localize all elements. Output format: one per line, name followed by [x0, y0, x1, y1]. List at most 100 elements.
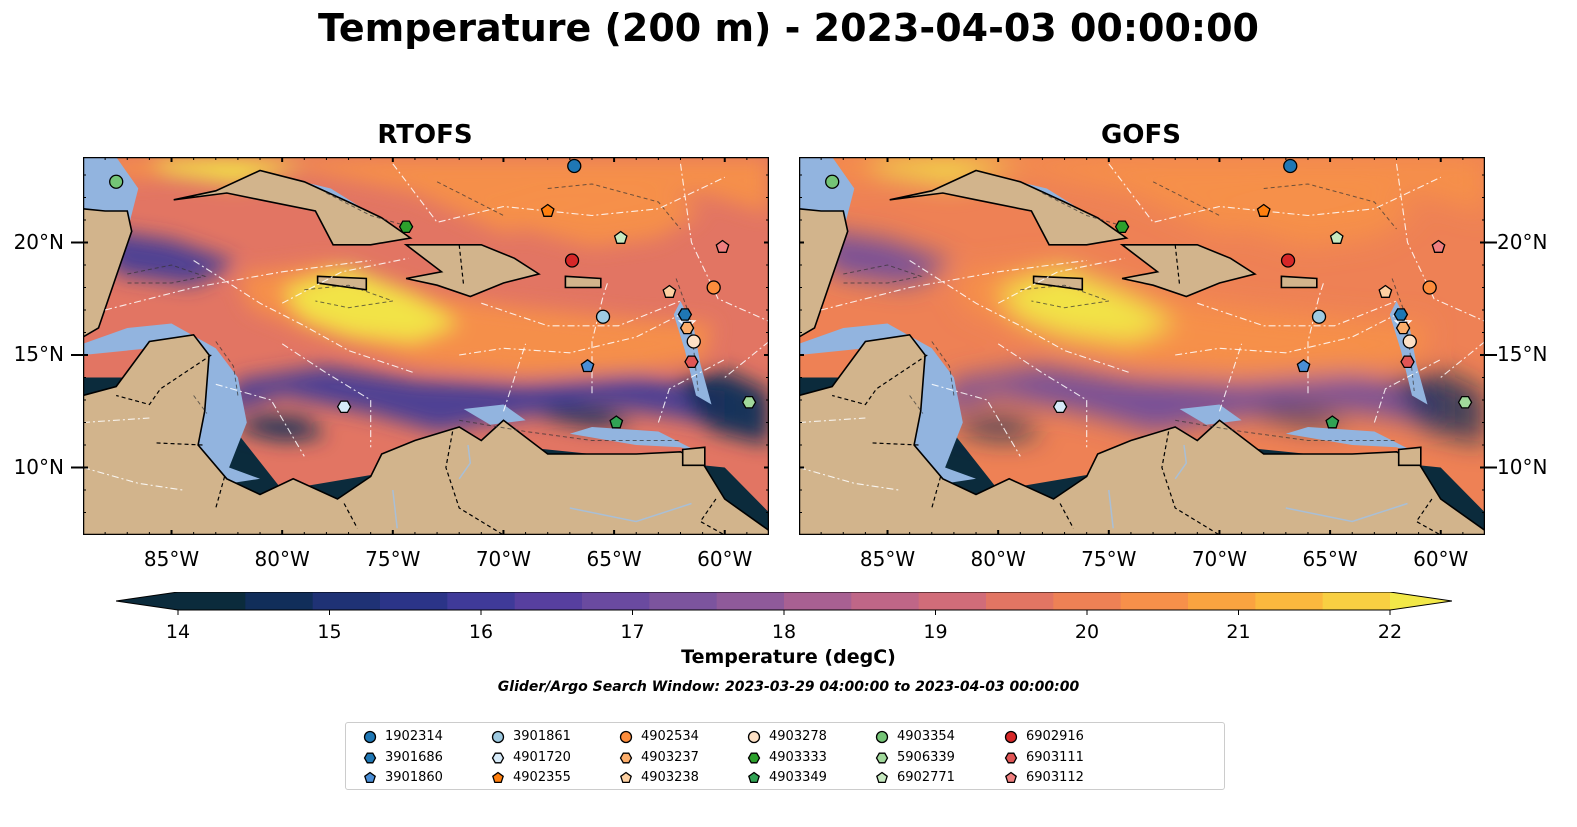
x-tick-label: 60°W	[1413, 547, 1469, 571]
legend-entry: 4903333	[747, 750, 827, 765]
x-tick-label: 85°W	[859, 547, 916, 571]
legend-marker-circle-icon	[619, 730, 633, 743]
float-marker-4903237	[1395, 321, 1411, 335]
legend-label: 6902771	[897, 770, 955, 785]
legend-marker-circle-icon	[491, 730, 505, 743]
panel-title-gofs: GOFS	[1101, 120, 1181, 150]
legend-label: 4903333	[769, 750, 827, 765]
legend-label: 3901686	[385, 750, 443, 765]
float-marker-6903111	[684, 355, 699, 369]
legend-entry: 6902916	[1004, 729, 1084, 744]
legend-entry: 4902534	[619, 729, 699, 744]
map-canvas	[799, 157, 1485, 535]
float-marker-6902916	[564, 253, 580, 268]
colorbar-tick-label: 16	[469, 621, 493, 643]
float-marker-4903238	[1378, 284, 1393, 298]
float-marker-3901861	[595, 309, 611, 324]
y-tick-label-right: 10°N	[1497, 454, 1548, 479]
legend-entry: 4903349	[747, 770, 827, 785]
legend-marker-pentagon-icon	[364, 771, 376, 783]
legend-entry: 3901861	[491, 729, 571, 744]
float-marker-4903354	[825, 174, 840, 189]
float-marker-4903278	[686, 334, 701, 349]
float-marker-4903238	[662, 284, 677, 298]
float-marker-3901686	[1393, 308, 1409, 321]
x-tick-label: 60°W	[697, 547, 753, 571]
colorbar-tick-label: 21	[1226, 621, 1250, 643]
float-marker-6902771	[1329, 230, 1344, 244]
legend-entry: 3901686	[363, 750, 443, 765]
legend-entry: 6903112	[1004, 770, 1084, 785]
colorbar-segment	[649, 592, 718, 610]
colorbar-segment	[312, 592, 381, 610]
legend-entry: 4903238	[619, 770, 699, 785]
x-tick-label: 80°W	[254, 547, 310, 571]
legend-marker-hexagon-icon	[747, 752, 761, 763]
legend-label: 3901860	[385, 770, 443, 785]
colorbar-label: Temperature (degC)	[681, 646, 896, 668]
colorbar-tick-label: 19	[923, 621, 947, 643]
x-tick-label: 80°W	[970, 547, 1026, 571]
float-marker-4903349	[1325, 415, 1340, 429]
y-tick-label-left: 10°N	[13, 454, 64, 479]
float-marker-5906339	[741, 395, 757, 409]
float-marker-1902314	[1283, 158, 1298, 174]
legend-marker-hexagon-icon	[363, 752, 377, 763]
colorbar-tick-label: 14	[166, 621, 190, 643]
float-marker-4903237	[679, 321, 695, 335]
float-marker-4903354	[109, 174, 124, 189]
x-tick-label: 70°W	[1191, 547, 1248, 571]
colorbar-segment	[918, 592, 987, 610]
legend-label: 4903354	[897, 729, 955, 744]
float-marker-4902534	[1422, 280, 1437, 295]
legend-label: 6902916	[1026, 729, 1084, 744]
colorbar-segment	[1188, 592, 1256, 610]
colorbar-tick-label: 18	[772, 621, 796, 643]
legend-label: 1902314	[385, 729, 443, 744]
y-tick-label-left: 15°N	[13, 342, 64, 366]
colorbar-tick-label: 20	[1075, 621, 1099, 643]
legend-entry: 4903354	[875, 729, 955, 744]
colorbar-segment	[716, 592, 785, 610]
float-marker-5906339	[1457, 395, 1473, 409]
legend-entry: 6902771	[875, 770, 955, 785]
colorbar-segment	[1322, 592, 1391, 610]
legend-marker-circle-icon	[747, 730, 761, 743]
x-tick-label: 65°W	[586, 547, 642, 571]
legend-label: 4903237	[641, 750, 699, 765]
legend-label: 5906339	[897, 750, 955, 765]
legend-marker-pentagon-icon	[748, 771, 760, 783]
x-tick-label: 65°W	[1302, 547, 1358, 571]
colorbar-tick-label: 15	[317, 621, 341, 643]
legend-marker-hexagon-icon	[619, 752, 633, 763]
legend-label: 4903238	[641, 770, 699, 785]
colorbar-segment	[1053, 592, 1122, 610]
legend-marker-circle-icon	[875, 730, 889, 743]
legend-label: 4902534	[641, 729, 699, 744]
x-tick-label: 75°W	[1081, 547, 1137, 571]
float-marker-3901860	[1296, 359, 1311, 373]
legend-entry: 5906339	[875, 750, 955, 765]
legend-entry: 1902314	[363, 729, 443, 744]
legend-entry: 3901860	[363, 770, 443, 785]
legend-label: 4902355	[513, 770, 571, 785]
float-marker-3901861	[1311, 309, 1327, 324]
colorbar-segment	[447, 592, 516, 610]
colorbar-tick-label: 22	[1378, 621, 1402, 643]
legend-label: 4903278	[769, 729, 827, 744]
legend-label: 6903112	[1026, 770, 1084, 785]
colorbar-segment	[380, 592, 448, 610]
legend-marker-pentagon-icon	[620, 771, 632, 783]
colorbar-segment	[851, 592, 920, 610]
legend-marker-pentagon-icon	[1005, 771, 1017, 783]
colorbar-tick-label: 17	[620, 621, 644, 643]
x-tick-label: 75°W	[365, 547, 421, 571]
rtofs-map	[83, 157, 769, 535]
float-marker-4903278	[1402, 334, 1417, 349]
panel-title-rtofs: RTOFS	[377, 120, 473, 150]
map-canvas	[83, 157, 769, 535]
float-marker-4902534	[706, 280, 721, 295]
legend-entry: 4901720	[491, 750, 571, 765]
colorbar-segment	[1255, 592, 1324, 610]
colorbar: 14 15 16 17 18 19 20 21 22	[116, 592, 1452, 643]
